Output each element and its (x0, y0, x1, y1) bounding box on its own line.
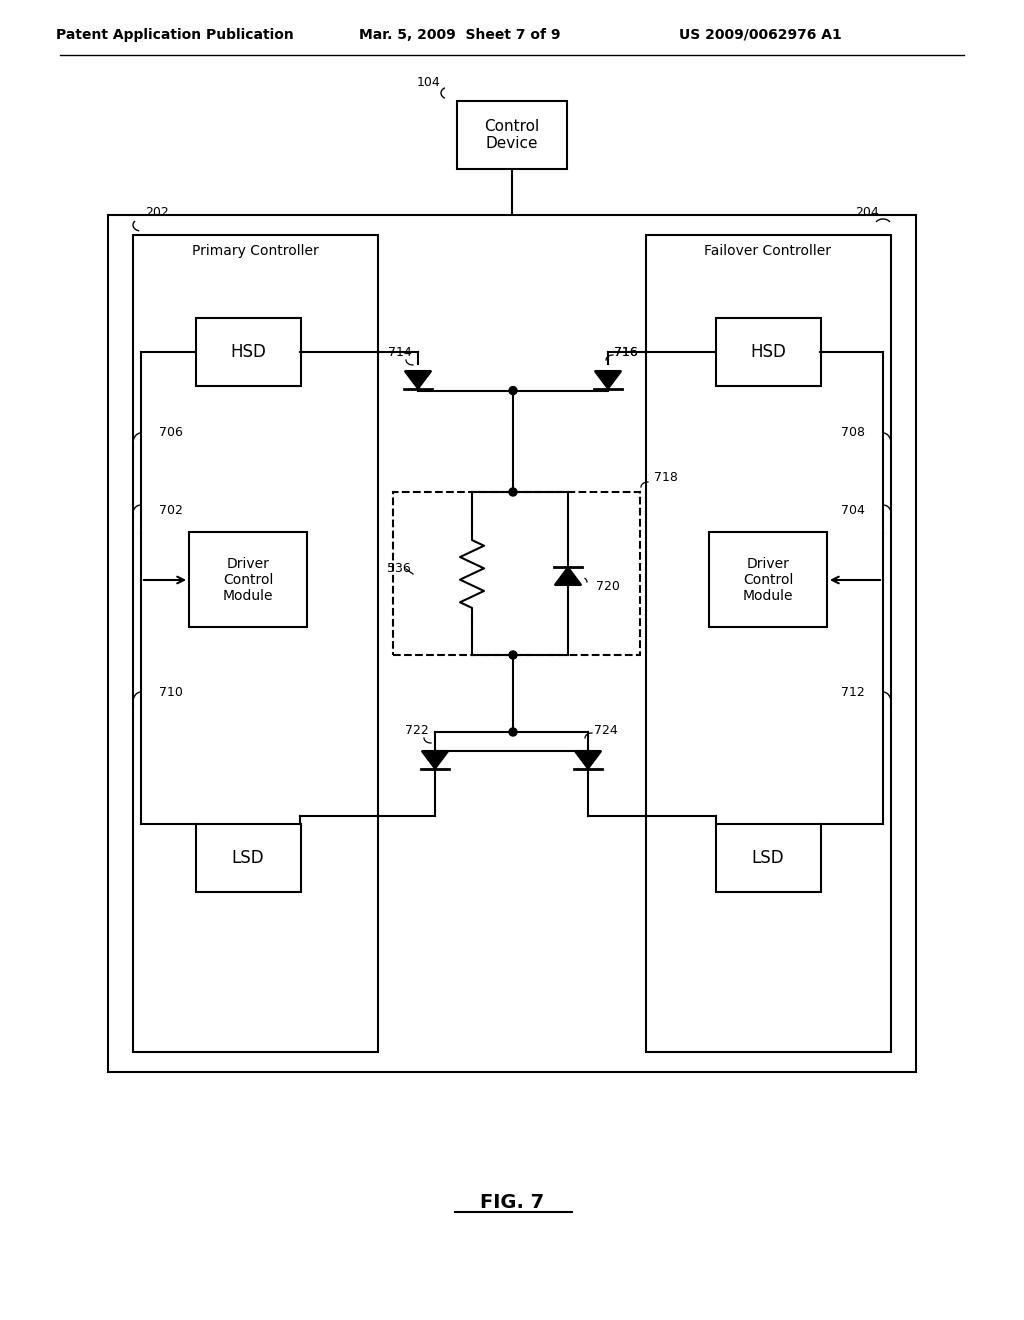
Bar (457, 102, 567, 169)
Polygon shape (555, 568, 582, 585)
Polygon shape (422, 751, 449, 768)
Bar (646, 235, 891, 1052)
Bar (108, 215, 916, 1072)
Text: Failover Controller: Failover Controller (705, 244, 831, 257)
Polygon shape (595, 371, 622, 388)
Text: Primary Controller: Primary Controller (191, 244, 318, 257)
Text: 716: 716 (614, 346, 638, 359)
Text: 716: 716 (614, 346, 638, 359)
Text: US 2009/0062976 A1: US 2009/0062976 A1 (679, 28, 842, 42)
Text: 710: 710 (159, 685, 183, 698)
Text: 702: 702 (159, 504, 183, 517)
Text: 720: 720 (596, 579, 620, 593)
Text: Driver
Control
Module: Driver Control Module (223, 557, 273, 603)
Text: 706: 706 (159, 426, 183, 440)
Bar (196, 318, 301, 385)
Text: 204: 204 (855, 206, 879, 219)
Text: 712: 712 (842, 685, 865, 698)
Text: Control
Device: Control Device (484, 119, 540, 152)
Bar (716, 318, 821, 385)
Text: HSD: HSD (230, 343, 266, 360)
Polygon shape (574, 751, 601, 768)
Bar (133, 235, 378, 1052)
Circle shape (509, 729, 517, 737)
Circle shape (509, 488, 517, 496)
Text: 714: 714 (388, 346, 412, 359)
Text: 536: 536 (387, 562, 411, 576)
Text: 704: 704 (841, 504, 865, 517)
Text: 202: 202 (145, 206, 169, 219)
Text: 104: 104 (417, 77, 441, 88)
Text: 718: 718 (654, 471, 678, 484)
Text: FIG. 7: FIG. 7 (480, 1192, 544, 1212)
Text: 724: 724 (594, 723, 617, 737)
Bar (716, 824, 821, 892)
Text: LSD: LSD (231, 849, 264, 867)
Text: LSD: LSD (752, 849, 784, 867)
Text: HSD: HSD (750, 343, 786, 360)
Bar (709, 532, 827, 627)
Text: 722: 722 (406, 723, 429, 737)
Bar (393, 492, 640, 655)
Text: Patent Application Publication: Patent Application Publication (56, 28, 294, 42)
Bar (196, 824, 301, 892)
Bar (189, 532, 307, 627)
Circle shape (509, 387, 517, 395)
Circle shape (509, 651, 517, 659)
Polygon shape (404, 371, 431, 388)
Text: Driver
Control
Module: Driver Control Module (742, 557, 794, 603)
Text: 708: 708 (841, 426, 865, 440)
Text: Mar. 5, 2009  Sheet 7 of 9: Mar. 5, 2009 Sheet 7 of 9 (359, 28, 561, 42)
